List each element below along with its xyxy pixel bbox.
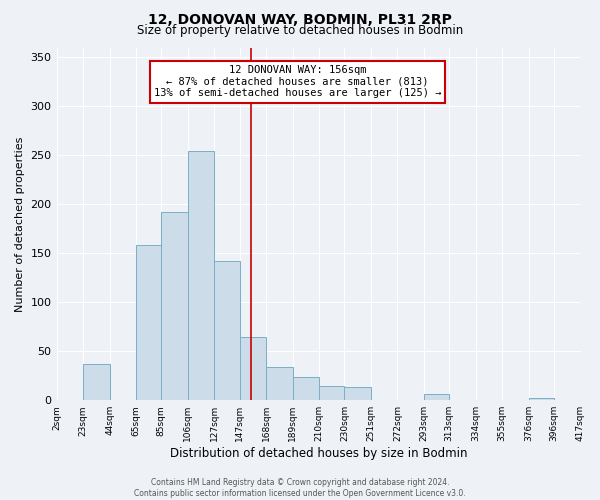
X-axis label: Distribution of detached houses by size in Bodmin: Distribution of detached houses by size … — [170, 447, 467, 460]
Y-axis label: Number of detached properties: Number of detached properties — [15, 136, 25, 312]
Bar — [344, 388, 371, 400]
Bar — [529, 398, 554, 400]
Bar — [161, 212, 188, 400]
Bar — [293, 376, 319, 400]
Bar — [424, 394, 449, 400]
Bar — [136, 246, 161, 400]
Text: Contains HM Land Registry data © Crown copyright and database right 2024.
Contai: Contains HM Land Registry data © Crown c… — [134, 478, 466, 498]
Bar — [83, 364, 110, 400]
Bar — [239, 336, 266, 400]
Bar — [214, 261, 239, 400]
Bar — [188, 152, 214, 400]
Bar — [266, 367, 293, 400]
Bar — [319, 386, 344, 400]
Text: Size of property relative to detached houses in Bodmin: Size of property relative to detached ho… — [137, 24, 463, 37]
Text: 12, DONOVAN WAY, BODMIN, PL31 2RP: 12, DONOVAN WAY, BODMIN, PL31 2RP — [148, 12, 452, 26]
Text: 12 DONOVAN WAY: 156sqm
← 87% of detached houses are smaller (813)
13% of semi-de: 12 DONOVAN WAY: 156sqm ← 87% of detached… — [154, 65, 442, 98]
